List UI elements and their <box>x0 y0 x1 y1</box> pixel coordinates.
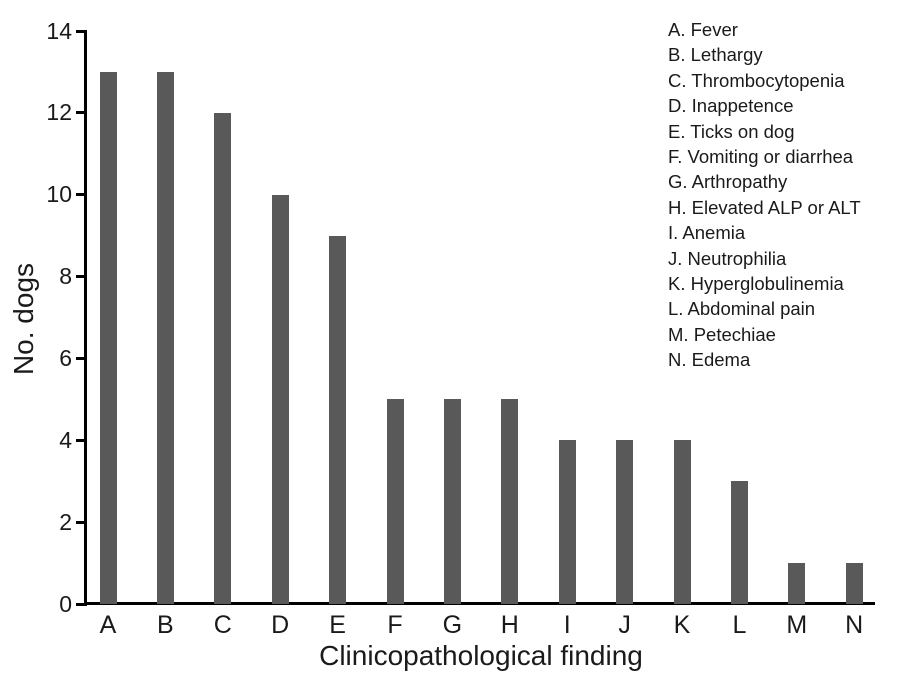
legend-item: D. Inappetence <box>668 95 794 117</box>
y-tick-label: 12 <box>46 99 72 126</box>
legend-item: I. Anemia <box>668 222 746 244</box>
x-category-label-l: L <box>732 611 747 639</box>
y-tick-mark <box>76 29 87 33</box>
y-tick-label: 0 <box>59 590 72 617</box>
legend-item: G. Arthropathy <box>668 171 788 193</box>
y-tick-mark <box>76 438 87 442</box>
legend-item: F. Vomiting or diarrhea <box>668 145 854 167</box>
x-category-label-k: K <box>673 611 691 639</box>
x-category-label-h: H <box>500 611 519 639</box>
x-category-label-b: B <box>157 611 174 639</box>
y-tick-label: 6 <box>59 344 72 371</box>
x-category-label-m: M <box>786 611 808 639</box>
y-tick-mark <box>76 193 87 197</box>
x-category-label-i: I <box>563 611 571 639</box>
legend-item: J. Neutrophilia <box>668 247 787 269</box>
bar-e <box>329 235 347 604</box>
bar-a <box>99 71 117 604</box>
legend-item: M. Petechiae <box>668 323 776 345</box>
y-tick-mark <box>76 520 87 524</box>
bar-g <box>443 399 461 604</box>
x-category-label-f: F <box>387 611 403 639</box>
y-tick-mark <box>76 275 87 279</box>
y-tick-label: 2 <box>59 508 72 535</box>
x-category-label-c: C <box>213 611 232 639</box>
y-tick-mark <box>76 356 87 360</box>
bar-k <box>673 440 691 604</box>
bar-l <box>730 481 748 604</box>
y-tick-label: 4 <box>59 426 72 453</box>
x-category-label-d: D <box>271 611 290 639</box>
x-category-label-g: G <box>442 611 463 639</box>
y-tick-label: 14 <box>46 17 72 44</box>
bar-b <box>156 71 174 604</box>
bar-i <box>558 440 576 604</box>
legend-item: L. Abdominal pain <box>668 298 816 320</box>
x-axis-title: Clinicopathological finding <box>319 640 643 671</box>
legend-item: C. Thrombocytopenia <box>668 69 845 91</box>
legend: A. Fever B. Lethargy C. Thrombocytopenia D.… <box>668 17 861 372</box>
legend-item: N. Edema <box>668 349 751 371</box>
bar-j <box>616 440 634 604</box>
legend-item: E. Ticks on dog <box>668 120 795 142</box>
bar-d <box>271 194 289 604</box>
y-tick-mark <box>76 111 87 115</box>
x-category-label-a: A <box>99 611 117 639</box>
x-axis-line <box>84 602 875 605</box>
bar-f <box>386 399 404 604</box>
x-category-label-n: N <box>845 611 864 639</box>
bar-h <box>501 399 519 604</box>
x-category-label-e: E <box>329 611 346 639</box>
bar-c <box>214 112 232 604</box>
legend-item: A. Fever <box>668 19 738 40</box>
bar-n <box>845 563 863 604</box>
y-tick-mark <box>76 602 87 606</box>
x-category-label-j: J <box>618 611 631 639</box>
bar-m <box>788 563 806 604</box>
legend-item: B. Lethargy <box>668 44 763 66</box>
y-tick-label: 8 <box>59 263 72 290</box>
legend-item: H. Elevated ALP or ALT <box>668 196 861 218</box>
y-axis-line <box>84 30 87 605</box>
y-tick-label: 10 <box>46 181 72 208</box>
legend-item: K. Hyperglobulinemia <box>668 272 844 294</box>
